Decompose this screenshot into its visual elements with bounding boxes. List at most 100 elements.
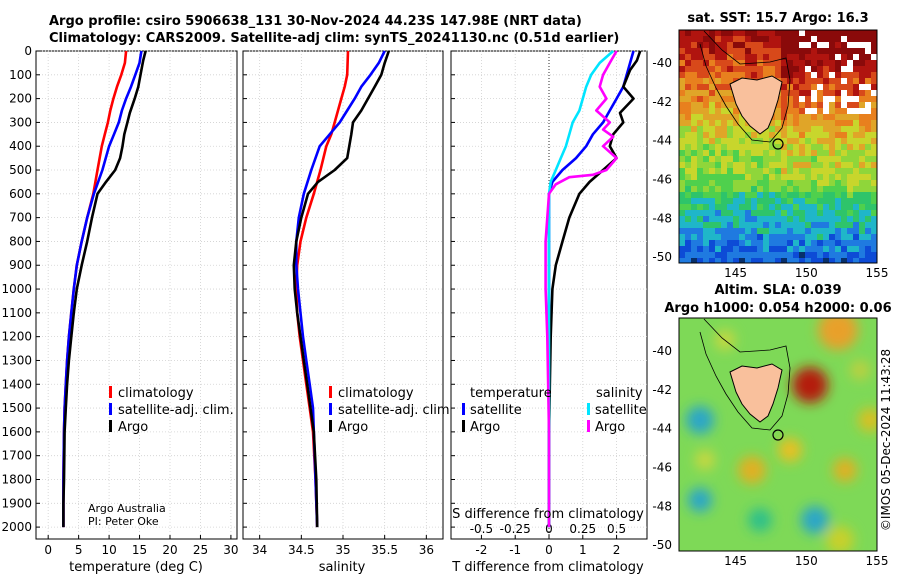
- sst-cell: [727, 156, 733, 162]
- sst-cell: [691, 36, 697, 42]
- sst-cell: [709, 90, 715, 96]
- sst-cell: [871, 174, 877, 180]
- sst-cell: [685, 198, 691, 204]
- sst-cell: [769, 48, 775, 54]
- sst-cell: [781, 90, 787, 96]
- sst-cell: [733, 174, 739, 180]
- sst-cell: [823, 60, 829, 66]
- depth-tick-label: 1700: [1, 449, 32, 463]
- sst-cell: [841, 240, 847, 246]
- sst-cell: [853, 252, 859, 258]
- sst-cell: [829, 228, 835, 234]
- sst-cell: [745, 42, 751, 48]
- sst-cell: [709, 108, 715, 114]
- series-line-satellite-adj-clim-: [294, 50, 386, 528]
- lat-tick-label: -40: [652, 344, 672, 358]
- sst-cell: [871, 132, 877, 138]
- sst-cell: [751, 174, 757, 180]
- sst-cell: [691, 198, 697, 204]
- sst-cell: [829, 42, 835, 48]
- sla-anomaly-blob: [792, 367, 828, 403]
- sst-cell: [805, 84, 811, 90]
- sst-cell: [859, 204, 865, 210]
- sst-cell: [859, 228, 865, 234]
- sst-cell: [739, 180, 745, 186]
- sst-cell: [757, 180, 763, 186]
- sst-cell: [709, 120, 715, 126]
- lon-tick-label: 145: [724, 554, 747, 568]
- sst-map-title: sat. SST: 15.7 Argo: 16.3: [687, 11, 868, 26]
- depth-tick-label: 1100: [1, 306, 32, 320]
- sst-cell: [871, 222, 877, 228]
- sst-cell: [709, 42, 715, 48]
- sst-cell: [685, 168, 691, 174]
- sst-cell: [715, 138, 721, 144]
- sst-cell: [841, 78, 847, 84]
- sst-cell: [799, 102, 805, 108]
- sst-cell: [787, 30, 793, 36]
- difference-panel: -2 -1 0 1 2 -0.5 -0.25 0 0.25 0.5 T difference f…: [450, 50, 648, 575]
- sst-cell: [679, 126, 685, 132]
- sst-cell: [823, 66, 829, 72]
- sst-cell: [751, 66, 757, 72]
- sst-cell: [769, 258, 775, 263]
- salinity-xlabel: salinity: [319, 560, 366, 575]
- sst-cell: [703, 210, 709, 216]
- sst-cell: [823, 42, 829, 48]
- sst-cell: [733, 126, 739, 132]
- sst-cell: [847, 180, 853, 186]
- sst-cell: [817, 132, 823, 138]
- sst-cell: [847, 42, 853, 48]
- sst-cell: [763, 36, 769, 42]
- sst-cell: [691, 72, 697, 78]
- sst-cell: [817, 186, 823, 192]
- sst-cell: [865, 216, 871, 222]
- sst-cell: [739, 144, 745, 150]
- sst-cell: [757, 144, 763, 150]
- sst-cell: [781, 102, 787, 108]
- sst-cell: [841, 204, 847, 210]
- sst-cell: [859, 180, 865, 186]
- sst-cell: [865, 60, 871, 66]
- sst-cell: [721, 84, 727, 90]
- sst-cell: [709, 66, 715, 72]
- sst-cell: [823, 168, 829, 174]
- sst-cell: [811, 138, 817, 144]
- sst-cell: [781, 252, 787, 258]
- sst-cell: [835, 60, 841, 66]
- sst-cell: [829, 90, 835, 96]
- sst-cell: [769, 198, 775, 204]
- sst-cell: [799, 30, 805, 36]
- lon-tick-label: 145: [724, 266, 747, 280]
- sst-cell: [805, 30, 811, 36]
- sst-cell: [865, 132, 871, 138]
- sst-cell: [727, 234, 733, 240]
- series-line-argo: [62, 50, 147, 528]
- sst-cell: [871, 126, 877, 132]
- sst-cell: [733, 240, 739, 246]
- sst-cell: [721, 90, 727, 96]
- sst-cell: [745, 210, 751, 216]
- sst-cell: [847, 114, 853, 120]
- sst-cell: [829, 66, 835, 72]
- sst-cell: [679, 204, 685, 210]
- sst-cell: [811, 228, 817, 234]
- sst-cell: [841, 132, 847, 138]
- sst-cell: [745, 72, 751, 78]
- sst-cell: [733, 186, 739, 192]
- sst-cell: [841, 102, 847, 108]
- sst-cell: [793, 54, 799, 60]
- sst-cell: [853, 240, 859, 246]
- sst-cell: [787, 174, 793, 180]
- sst-cell: [853, 198, 859, 204]
- sst-cell: [721, 216, 727, 222]
- sst-cell: [853, 90, 859, 96]
- sla-anomaly-blob: [738, 456, 766, 484]
- sst-cell: [697, 162, 703, 168]
- sst-cell: [739, 132, 745, 138]
- sst-cell: [763, 198, 769, 204]
- sst-cell: [835, 36, 841, 42]
- sst-cell: [853, 186, 859, 192]
- sst-cell: [709, 186, 715, 192]
- sst-cell: [817, 48, 823, 54]
